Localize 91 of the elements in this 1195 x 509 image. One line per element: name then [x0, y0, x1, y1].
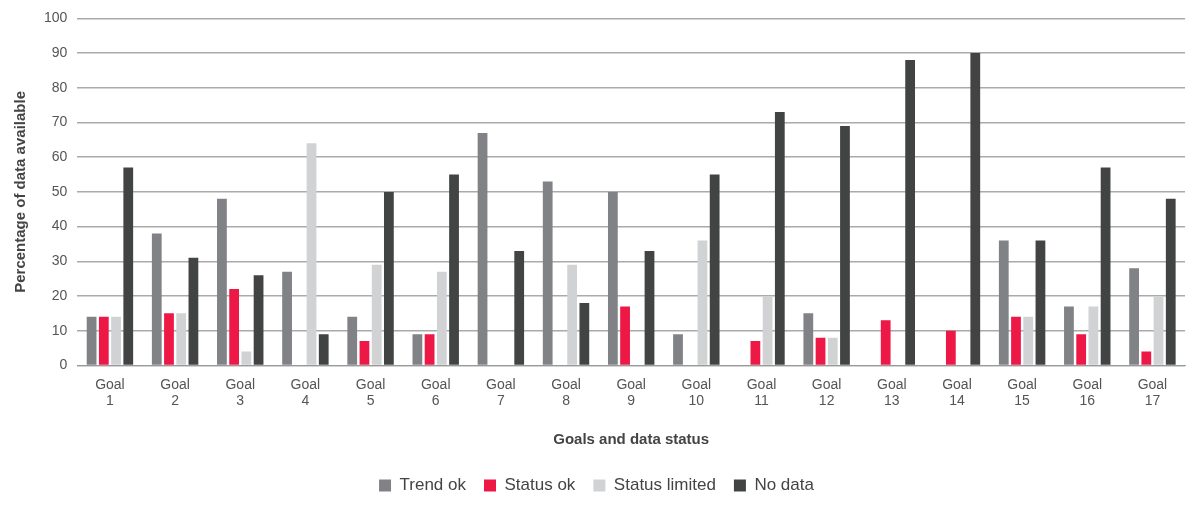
bar: [1100, 167, 1111, 365]
bar: [1153, 296, 1164, 365]
bar: [579, 302, 590, 365]
y-tick-label: 60: [51, 148, 68, 165]
bar: [253, 275, 264, 365]
bar: [1141, 351, 1152, 365]
bar: [697, 240, 708, 365]
bar: [123, 167, 134, 365]
legend-label: Trend ok: [399, 475, 467, 495]
bar: [880, 320, 891, 365]
bar: [384, 191, 394, 365]
bar: [970, 53, 981, 365]
bar: [436, 271, 447, 365]
y-tick-label: 80: [51, 78, 68, 95]
bar: [998, 240, 1009, 365]
bar: [151, 233, 162, 365]
bar: [840, 125, 850, 365]
bar: [188, 257, 199, 365]
bar: [815, 337, 826, 365]
bar: [542, 181, 553, 365]
legend-label: No data: [754, 475, 815, 495]
bar: [1064, 306, 1074, 365]
bar: [424, 334, 435, 365]
x-tick-label: Goal 8: [551, 375, 581, 409]
bar: [217, 198, 227, 365]
bar: [803, 313, 814, 365]
x-tick-label: Goal 12: [811, 375, 842, 409]
y-tick-label: 50: [51, 182, 68, 199]
bar: [318, 334, 329, 365]
bar: [567, 264, 578, 365]
bar: [1088, 306, 1099, 365]
bar: [241, 351, 252, 365]
x-tick-label: Goal 7: [486, 375, 516, 409]
x-tick-label: Goal 1: [95, 375, 125, 409]
bar: [762, 296, 773, 365]
x-tick-label: Goal 13: [877, 375, 907, 409]
x-tick-label: Goal 6: [420, 375, 451, 409]
y-axis-title: Percentage of data available: [11, 91, 29, 293]
x-tick-label: Goal 3: [225, 375, 256, 409]
bar: [164, 313, 174, 365]
x-tick-label: Goal 4: [290, 375, 321, 409]
bar: [347, 316, 358, 365]
bar: [412, 334, 423, 365]
bar: [945, 330, 956, 365]
x-tick-label: Goal 16: [1072, 375, 1103, 409]
bar: [1076, 334, 1087, 365]
bar: [98, 316, 109, 365]
x-tick-label: Goal 10: [681, 375, 712, 409]
bar: [827, 337, 838, 365]
x-tick-label: Goal 11: [746, 375, 777, 409]
x-tick-label: Goal 9: [616, 375, 646, 409]
bar: [709, 174, 720, 365]
bar: [607, 191, 618, 365]
bar: [1011, 316, 1021, 365]
bar: [774, 112, 785, 365]
bar: [449, 174, 459, 365]
y-tick-label: 100: [44, 9, 68, 26]
bar: [1129, 268, 1139, 365]
bar: [514, 250, 525, 365]
bar: [282, 271, 292, 365]
y-tick-label: 70: [51, 113, 68, 130]
x-tick-label: Goal 2: [160, 375, 190, 409]
bar: [1165, 198, 1176, 365]
legend-label: Status ok: [504, 475, 576, 495]
bar: [306, 143, 317, 365]
legend-label: Status limited: [613, 475, 716, 495]
bar: [750, 341, 761, 365]
bar: [371, 264, 382, 365]
bar: [176, 313, 187, 365]
bar: [673, 334, 683, 365]
bar: [1023, 316, 1034, 365]
y-tick-label: 0: [59, 356, 68, 373]
y-tick-label: 90: [51, 43, 68, 60]
y-tick-label: 40: [51, 217, 68, 234]
bar: [359, 341, 370, 365]
x-tick-label: Goal 15: [1007, 375, 1037, 409]
bar: [1035, 240, 1046, 365]
bar: [644, 250, 655, 365]
bar: [905, 60, 916, 365]
bar: [477, 132, 488, 365]
x-tick-label: Goal 17: [1137, 375, 1168, 409]
y-tick-label: 20: [51, 286, 68, 303]
y-tick-label: 10: [51, 321, 68, 338]
y-tick-label: 30: [51, 252, 68, 269]
bar: [620, 306, 630, 365]
bar: [229, 289, 240, 365]
bar: [111, 316, 121, 365]
bar: [86, 316, 97, 365]
x-tick-label: Goal 14: [942, 375, 972, 409]
x-tick-label: Goal 5: [355, 375, 386, 409]
x-axis-title: Goals and data status: [553, 430, 710, 448]
